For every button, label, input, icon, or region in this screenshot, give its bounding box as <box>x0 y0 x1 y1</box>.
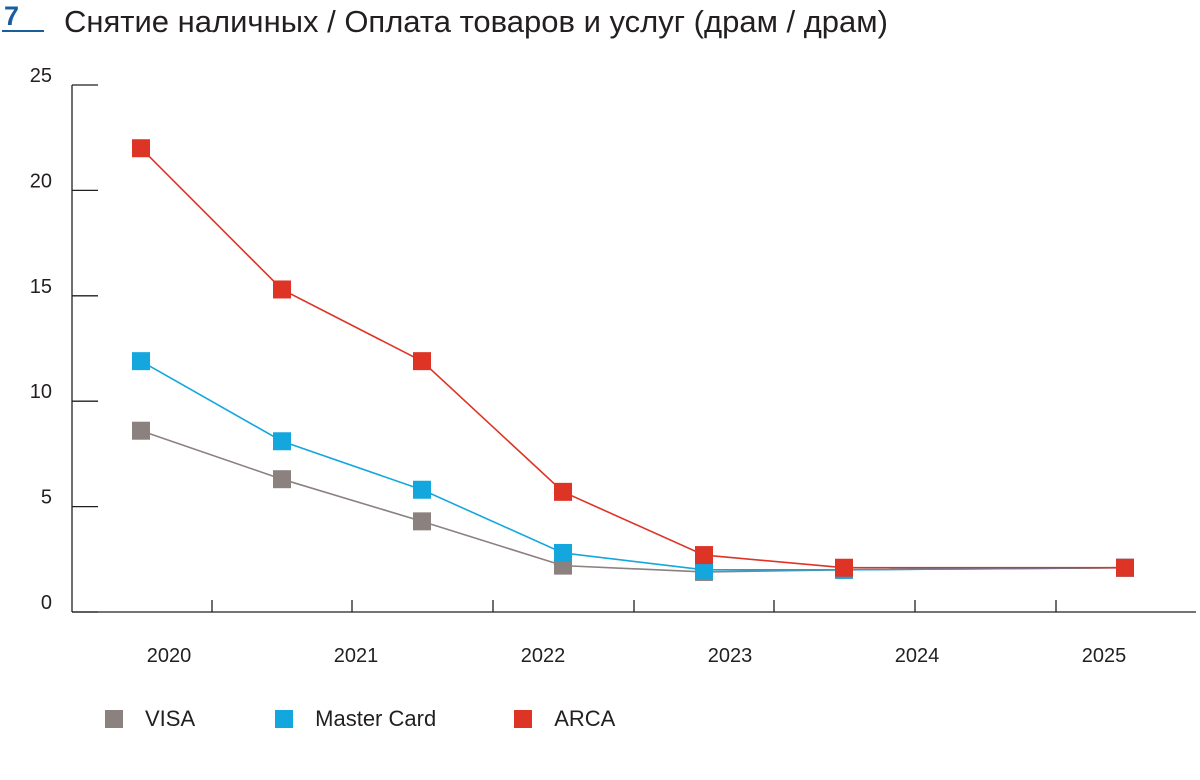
data-point <box>413 512 431 531</box>
data-point <box>835 558 853 577</box>
data-point <box>132 139 150 158</box>
legend-swatch <box>275 710 294 728</box>
x-tick-label: 2020 <box>147 645 192 667</box>
series-arca <box>132 139 1134 577</box>
legend-label: ARCA <box>554 706 616 731</box>
data-point <box>273 432 291 451</box>
x-tick-label: 2023 <box>708 645 753 667</box>
y-tick-label: 15 <box>30 276 52 298</box>
legend-item: VISA <box>105 704 195 734</box>
legend-label: Master Card <box>315 706 437 731</box>
x-tick-label: 2022 <box>521 645 566 667</box>
series-line <box>140 429 1126 573</box>
data-point <box>695 546 713 565</box>
x-tick-label: 2024 <box>895 645 940 667</box>
y-tick-label: 5 <box>41 487 52 509</box>
y-tick-label: 25 <box>30 65 52 87</box>
legend-swatch <box>514 710 533 728</box>
legend-item: Master Card <box>275 704 436 734</box>
chart-title: Снятие наличных / Оплата товаров и услуг… <box>64 4 888 39</box>
series-master-card <box>132 352 1134 579</box>
data-point <box>132 421 150 440</box>
data-point <box>273 470 291 489</box>
y-tick-label: 10 <box>30 381 52 403</box>
figure-number: 7 <box>2 2 44 32</box>
data-point <box>413 352 431 371</box>
data-point <box>695 560 713 579</box>
legend-swatch <box>105 710 123 728</box>
y-tick-label: 0 <box>41 592 52 614</box>
legend-label: VISA <box>145 706 196 731</box>
legend-item: ARCA <box>514 704 615 734</box>
data-point <box>554 543 572 562</box>
data-point <box>554 482 572 501</box>
chart-axes <box>71 84 1196 613</box>
x-tick-label: 2021 <box>334 645 379 667</box>
y-axis-labels: 0 5 10 15 20 25 <box>30 65 52 614</box>
series-line <box>140 360 1126 571</box>
data-point <box>1116 558 1134 577</box>
chart-legend: VISA Master Card ARCA <box>105 704 615 734</box>
y-tick-label: 20 <box>30 170 52 192</box>
data-point <box>132 352 150 371</box>
data-point <box>273 280 291 299</box>
data-point <box>413 480 431 499</box>
x-tick-label: 2025 <box>1082 645 1127 667</box>
x-axis-labels: 2020 2021 2022 2023 2024 2025 <box>147 645 1127 667</box>
series-layer <box>132 139 1134 581</box>
series-line <box>140 147 1125 569</box>
